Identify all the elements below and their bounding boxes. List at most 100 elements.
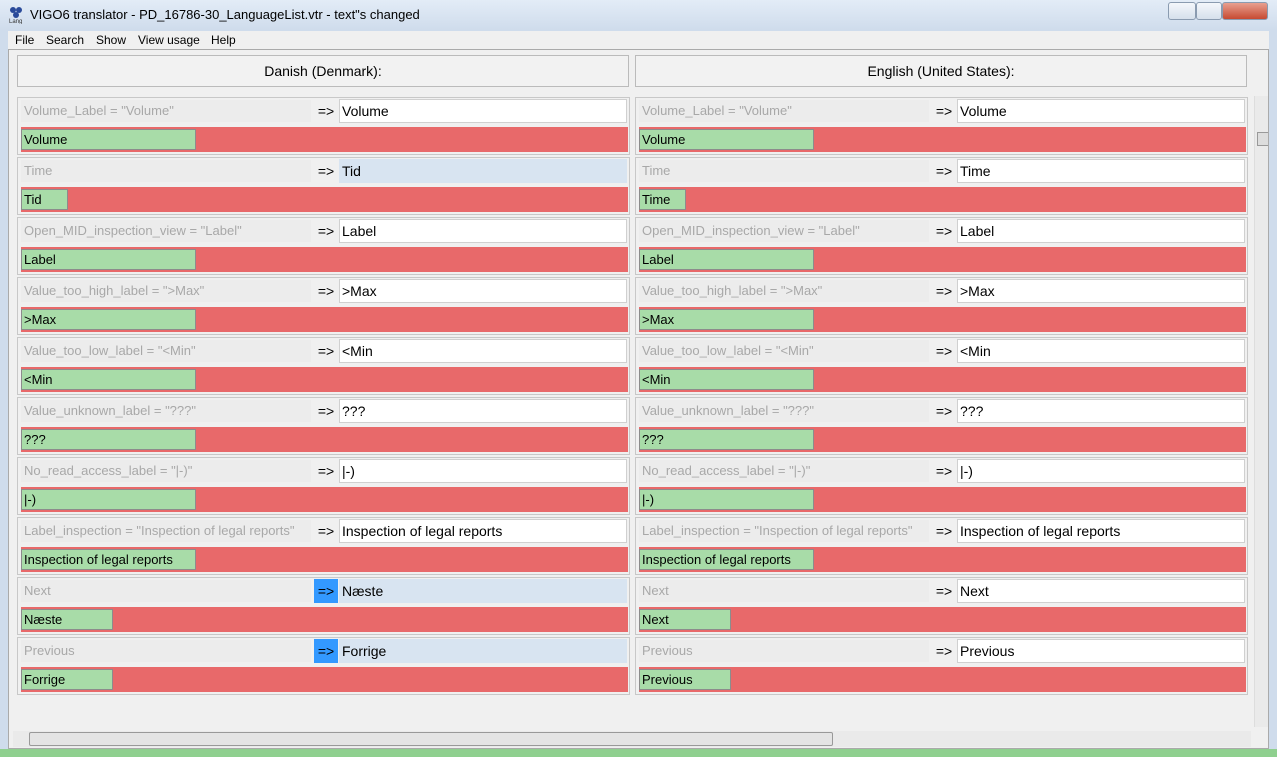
arrow[interactable]: => <box>935 283 953 299</box>
source-key: Volume_Label = "Volume" <box>639 100 929 122</box>
scroll-thumb[interactable] <box>29 732 833 746</box>
preview-bar: <Min <box>21 367 628 392</box>
horizontal-scrollbar[interactable] <box>13 731 1251 747</box>
preview-label: Previous <box>639 669 731 690</box>
translation-input[interactable]: Volume <box>957 99 1245 123</box>
arrow[interactable]: => <box>317 343 335 359</box>
window-title: VIGO6 translator - PD_16786-30_LanguageL… <box>30 7 420 22</box>
arrow[interactable]: => <box>314 639 338 663</box>
minimize-button[interactable] <box>1168 2 1196 20</box>
preview-label: <Min <box>639 369 814 390</box>
preview-bar: Tid <box>21 187 628 212</box>
preview-label: >Max <box>639 309 814 330</box>
entry-row: Label_inspection = "Inspection of legal … <box>635 517 1248 575</box>
translation-input[interactable]: ??? <box>957 399 1245 423</box>
arrow[interactable]: => <box>935 403 953 419</box>
translation-input[interactable]: <Min <box>957 339 1245 363</box>
entry-row: Previous => Forrige Forrige <box>17 637 630 695</box>
translation-input[interactable]: Inspection of legal reports <box>339 519 627 543</box>
preview-label: |-) <box>21 489 196 510</box>
preview-label: <Min <box>21 369 196 390</box>
source-key: Label_inspection = "Inspection of legal … <box>639 520 929 542</box>
menu-item[interactable]: View usage <box>138 33 200 47</box>
preview-bar: Label <box>639 247 1246 272</box>
menu-item[interactable]: Help <box>211 33 236 47</box>
entry-row: Value_unknown_label = "???" =>?????? <box>17 397 630 455</box>
arrow[interactable]: => <box>317 403 335 419</box>
arrow[interactable]: => <box>935 103 953 119</box>
arrow[interactable]: => <box>317 523 335 539</box>
arrow[interactable]: => <box>935 463 953 479</box>
preview-bar: ??? <box>21 427 628 452</box>
app-icon: Lang <box>9 7 22 24</box>
translation-input[interactable]: Volume <box>339 99 627 123</box>
arrow[interactable]: => <box>935 343 953 359</box>
preview-bar: Inspection of legal reports <box>21 547 628 572</box>
translation-input[interactable]: >Max <box>957 279 1245 303</box>
arrow[interactable]: => <box>317 463 335 479</box>
preview-label: Label <box>21 249 196 270</box>
scroll-thumb[interactable] <box>1257 132 1268 146</box>
translation-input[interactable]: Next <box>957 579 1245 603</box>
arrow[interactable]: => <box>314 579 338 603</box>
column-header: English (United States): <box>635 55 1247 87</box>
title-bar: Lang VIGO6 translator - PD_16786-30_Lang… <box>0 0 1277 30</box>
source-key: Value_too_high_label = ">Max" <box>21 280 311 302</box>
translation-input[interactable]: Label <box>957 219 1245 243</box>
translation-input[interactable]: |-) <box>339 459 627 483</box>
entry-row: Value_too_low_label = "<Min" => <Min <Min <box>635 337 1248 395</box>
entry-row: Value_unknown_label = "???" =>?????? <box>635 397 1248 455</box>
translation-input[interactable]: >Max <box>339 279 627 303</box>
arrow[interactable]: => <box>317 163 335 179</box>
preview-bar: Previous <box>639 667 1246 692</box>
translation-input[interactable]: Inspection of legal reports <box>957 519 1245 543</box>
translation-input[interactable]: Næste <box>339 579 627 603</box>
preview-bar: |-) <box>639 487 1246 512</box>
preview-label: >Max <box>21 309 196 330</box>
entry-row: No_read_access_label = "|-)" => |-) |-) <box>635 457 1248 515</box>
entry-row: Open_MID_inspection_view = "Label" => Labe… <box>635 217 1248 275</box>
translation-input[interactable]: ??? <box>339 399 627 423</box>
translation-input[interactable]: |-) <box>957 459 1245 483</box>
svg-text:Lang: Lang <box>9 19 22 24</box>
maximize-button[interactable] <box>1196 2 1222 20</box>
vertical-scrollbar[interactable] <box>1254 96 1268 727</box>
preview-bar: >Max <box>21 307 628 332</box>
preview-bar: Label <box>21 247 628 272</box>
entry-row: Time => Tid Tid <box>17 157 630 215</box>
source-key: Value_too_high_label = ">Max" <box>639 280 929 302</box>
arrow[interactable]: => <box>935 583 953 599</box>
arrow[interactable]: => <box>935 643 953 659</box>
menu-item[interactable]: File <box>15 33 35 47</box>
arrow[interactable]: => <box>935 523 953 539</box>
menu-item[interactable]: Search <box>46 33 85 47</box>
arrow[interactable]: => <box>317 223 335 239</box>
entry-row: Next => Næste Næste <box>17 577 630 635</box>
translation-input[interactable]: Time <box>957 159 1245 183</box>
source-key: Value_unknown_label = "???" <box>639 400 929 422</box>
entry-row: Volume_Label = "Volume" => Volume Volume <box>17 97 630 155</box>
preview-bar: Næste <box>21 607 628 632</box>
translation-input[interactable]: Tid <box>339 159 627 183</box>
source-key: Time <box>639 160 929 182</box>
source-key: Value_too_low_label = "<Min" <box>639 340 929 362</box>
close-button[interactable] <box>1222 2 1268 20</box>
preview-label: Volume <box>639 129 814 150</box>
preview-bar: Volume <box>21 127 628 152</box>
translation-input[interactable]: Previous <box>957 639 1245 663</box>
preview-bar: Forrige <box>21 667 628 692</box>
preview-bar: >Max <box>639 307 1246 332</box>
translation-input[interactable]: Forrige <box>339 639 627 663</box>
source-key: Previous <box>21 640 311 662</box>
entry-row: No_read_access_label = "|-)" => |-) |-) <box>17 457 630 515</box>
arrow[interactable]: => <box>935 223 953 239</box>
arrow[interactable]: => <box>317 103 335 119</box>
translation-input[interactable]: <Min <box>339 339 627 363</box>
translation-input[interactable]: Label <box>339 219 627 243</box>
arrow[interactable]: => <box>317 283 335 299</box>
menu-item[interactable]: Show <box>96 33 127 47</box>
source-key: No_read_access_label = "|-)" <box>639 460 929 482</box>
entry-row: Value_too_high_label = ">Max" => >Max >Max <box>17 277 630 335</box>
source-key: Value_unknown_label = "???" <box>21 400 311 422</box>
arrow[interactable]: => <box>935 163 953 179</box>
